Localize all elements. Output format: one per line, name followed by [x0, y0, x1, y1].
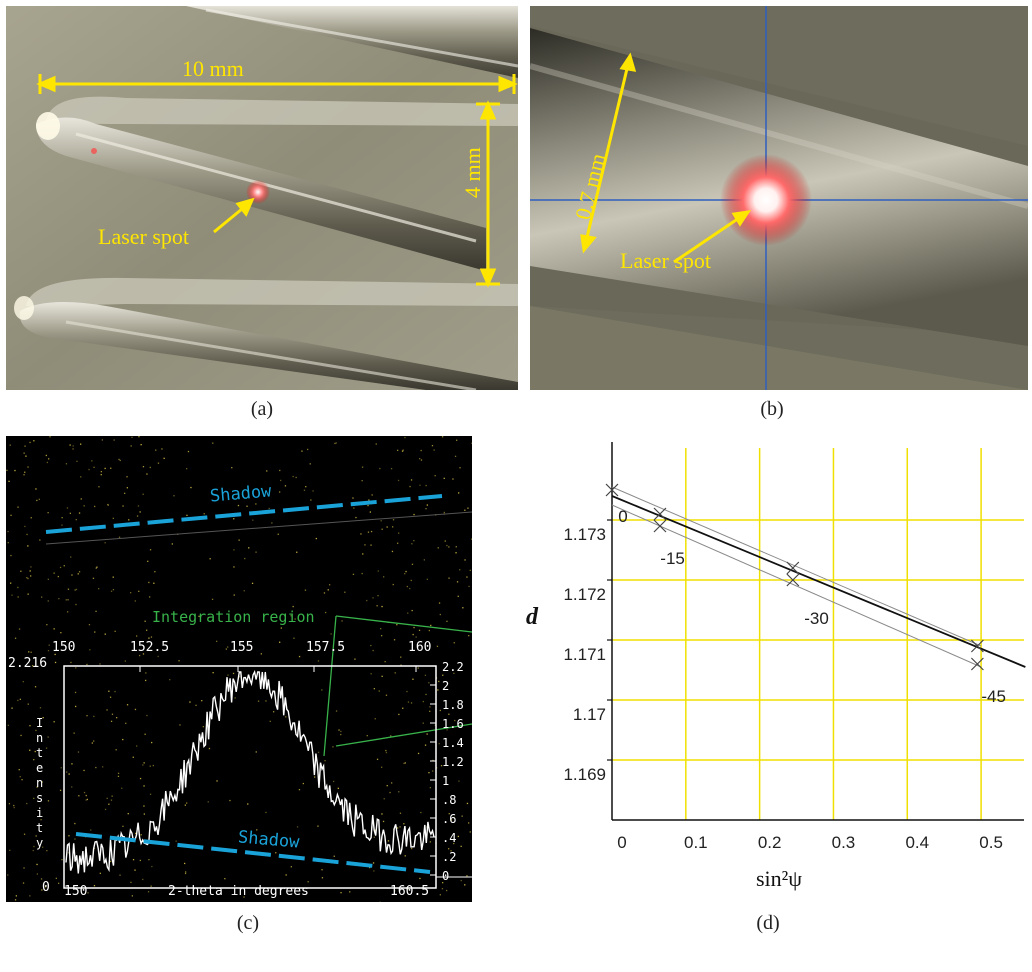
- panel-a-photo: 10 mm 4 mm Laser spot: [6, 6, 518, 390]
- right-tick-labels: 2.2 2 1.8 1.6 1.4 1.2 1 .8 .6 .4 .2 0: [442, 660, 472, 896]
- x-axis-title: 2-theta in degrees: [168, 884, 309, 899]
- diffraction-detector-image: [6, 436, 472, 902]
- x-tick-label: 0.3: [832, 833, 856, 852]
- spring-photo: [6, 6, 518, 390]
- shadow-line-top: [45, 494, 443, 534]
- laser-spot-label: Laser spot: [98, 224, 190, 249]
- right-tick-label: 1: [442, 774, 450, 788]
- x-tick-label: 0.2: [758, 833, 782, 852]
- laser-spot-marker: [246, 180, 270, 204]
- right-tick-label: 1.2: [442, 755, 464, 769]
- y-axis-title: Intensity: [36, 716, 44, 850]
- data-point-marker: [970, 657, 984, 671]
- y-axis-label: d: [526, 604, 538, 630]
- caption-d: (d): [756, 912, 780, 934]
- caption-b: (b): [760, 398, 784, 420]
- bottom-tick-left: 150: [64, 884, 88, 899]
- caption-a: (a): [250, 398, 274, 420]
- panel-b-photo: 0.7 mm Laser spot: [530, 6, 1028, 390]
- y-tick-label: 1.173: [563, 525, 606, 544]
- right-tick-label: 1.4: [442, 736, 464, 750]
- wire-closeup-photo: [530, 6, 1028, 390]
- y-tick-label: 1.171: [563, 645, 606, 664]
- y-min-label: 0: [42, 880, 50, 895]
- x-tick-label: 0: [617, 833, 626, 852]
- confidence-band-upper: [611, 486, 982, 647]
- regression-fit-line: [611, 495, 1026, 668]
- panel-c-detector: Shadow Integration region 150 152.5 155 …: [6, 436, 472, 902]
- right-tick-label: .2: [442, 850, 457, 864]
- top-tick-labels: 150 152.5 155 157.5 160: [6, 640, 472, 660]
- data-point-marker: [970, 639, 984, 653]
- laser-spot-label-b: Laser spot: [620, 248, 712, 273]
- data-point-marker: [605, 483, 619, 497]
- right-tick-label: 2: [442, 679, 450, 693]
- y-tick-label: 1.17: [573, 705, 606, 724]
- x-tick-label: 0.5: [979, 833, 1003, 852]
- width-dimension-label: 10 mm: [182, 56, 244, 81]
- top-tick-label: 160: [408, 640, 432, 655]
- top-tick-label: 152.5: [130, 640, 170, 655]
- y-max-label: 2.216: [8, 656, 48, 671]
- d-vs-sin2psi-chart: 0 0.1 0.2 0.3 0.4 0.5 1.169 1.17 1.171 1.172 1.173…: [563, 442, 1026, 852]
- laser-spot-marker-b: [720, 154, 812, 246]
- right-tick-label: .6: [442, 812, 457, 826]
- shadow-line-bottom: [75, 832, 431, 874]
- right-tick-label: .8: [442, 793, 457, 807]
- integration-region-label: Integration region: [152, 608, 315, 626]
- point-label: -45: [981, 687, 1006, 706]
- height-dimension-label: 4 mm: [460, 147, 485, 198]
- data-point-marker: [786, 561, 800, 575]
- caption-c: (c): [236, 912, 260, 934]
- data-point-marker: [653, 519, 667, 533]
- panel-d-chart: 0 0.1 0.2 0.3 0.4 0.5 1.169 1.17 1.171 1.172 1.173…: [490, 436, 1028, 902]
- right-tick-label: 0: [442, 869, 450, 883]
- x-tick-label: 0.1: [684, 833, 708, 852]
- right-tick-label: 1.8: [442, 698, 464, 712]
- intensity-plot-frame: [63, 665, 437, 889]
- data-point-marker: [786, 573, 800, 587]
- x-tick-label: 0.4: [905, 833, 929, 852]
- x-axis-label: sin²ψ: [756, 866, 803, 891]
- y-tick-label: 1.169: [563, 765, 606, 784]
- top-tick-label: 150: [52, 640, 76, 655]
- right-tick-label: .4: [442, 831, 457, 845]
- confidence-band-lower: [611, 504, 982, 668]
- y-tick-label: 1.172: [563, 585, 606, 604]
- right-tick-label: 1.6: [442, 717, 464, 731]
- top-tick-label: 155: [230, 640, 254, 655]
- point-label: 0: [618, 507, 627, 526]
- bottom-tick-right: 160.5: [390, 884, 430, 899]
- data-point-marker: [653, 507, 667, 521]
- point-label: -30: [804, 609, 829, 628]
- top-tick-label: 157.5: [306, 640, 346, 655]
- point-label: -15: [660, 549, 685, 568]
- right-tick-label: 2.2: [442, 660, 464, 674]
- intensity-trace: [65, 669, 435, 874]
